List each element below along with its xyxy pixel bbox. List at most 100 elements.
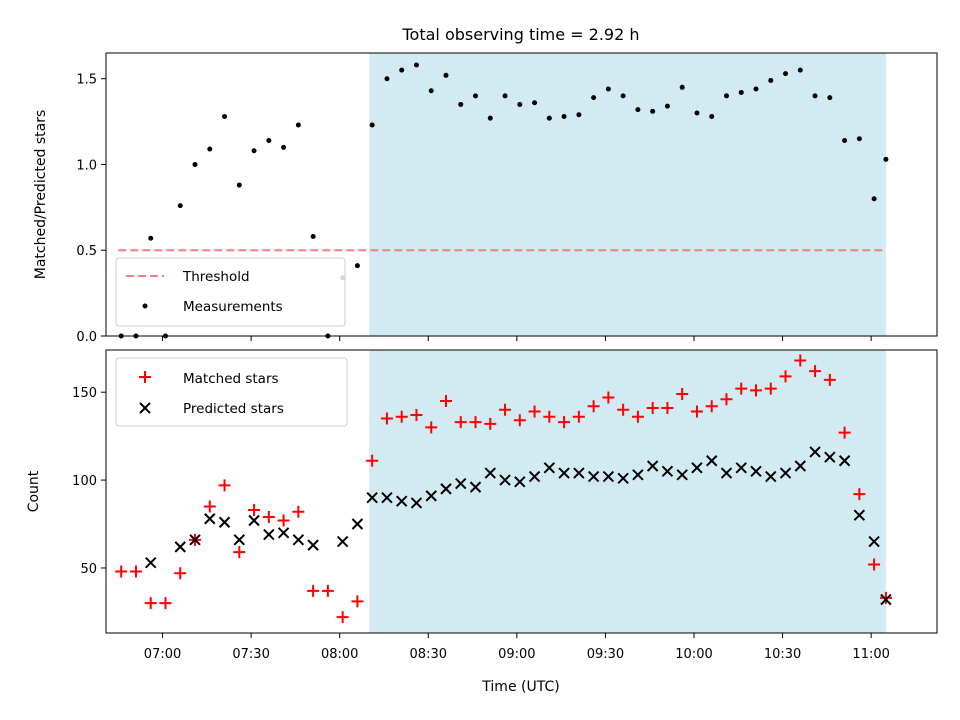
predicted-star-point [233,534,246,546]
measurement-point [694,110,700,116]
matched-star-point [307,584,320,597]
legend-predicted-swatch [139,402,151,414]
matched-star-point [218,479,231,492]
predicted-star-point [661,465,674,477]
measurement-point [148,235,154,241]
predicted-star-point [853,509,866,521]
measurement-point [532,100,538,106]
predicted-star-point [484,467,496,479]
measurement-point [812,93,818,99]
matched-star-point [720,393,733,406]
predicted-star-point [706,455,718,467]
x-tick-label: 11:00 [852,647,889,662]
x-tick-label: 07:00 [144,647,181,662]
ratio-y-tick-label: 0.5 [76,244,97,259]
matched-star-point [750,384,763,397]
matched-star-point [499,403,512,416]
count-y-ticks: 50 100 150 [72,386,106,577]
measurements-points [118,62,889,339]
predicted-star-point [750,465,762,477]
matched-star-point [351,595,364,608]
predicted-star-point [189,534,201,546]
measurement-point [251,148,257,154]
measurement-point [797,67,803,73]
predicted-star-point [558,467,570,479]
matched-star-point [321,584,334,597]
matched-star-point [454,416,467,429]
count-y-tick-label: 50 [80,562,97,577]
predicted-star-point [735,462,747,474]
predicted-star-point [868,535,880,548]
measurement-point [709,113,715,119]
matched-star-point [395,410,408,423]
predicted-star-point [351,518,364,530]
predicted-star-point [794,460,807,472]
measurement-point [192,161,198,167]
predicted-star-point [366,491,378,504]
measurement-point [620,93,626,99]
matched-star-point [705,400,718,413]
ratio-y-tick-label: 0.0 [76,330,97,345]
x-tick-label: 08:30 [410,647,447,662]
matched-star-point [144,597,157,610]
measurement-point [354,263,360,269]
measurement-point [384,76,390,82]
matched-star-point [879,591,892,604]
matched-star-point [676,387,689,400]
measurement-point [738,89,744,95]
measurement-point [517,101,523,107]
predicted-star-point [469,481,482,493]
matched-star-point [292,505,305,518]
predicted-star-point [248,514,260,527]
predicted-star-point [204,513,216,525]
measurement-point [679,84,685,90]
measurement-point [753,86,759,92]
predicted-star-point [779,467,792,479]
measurement-point [310,234,316,240]
matched-star-point [484,417,497,430]
measurement-point [664,103,670,109]
predicted-star-point [425,490,437,502]
measurement-point [502,93,508,99]
matched-star-point [838,426,851,439]
matched-star-point [203,500,216,513]
measurement-point [856,136,862,142]
chart-title: Total observing time = 2.92 h [401,25,639,44]
predicted-star-point [410,497,423,509]
matched-star-point [410,409,423,422]
count-legend: Matched stars Predicted stars [115,357,348,427]
ratio-y-ticks: 0.0 0.5 1.0 1.5 [76,73,106,345]
ratio-legend-box [115,257,346,327]
matched-star-point [764,382,777,395]
measurement-point [458,101,464,107]
measurement-point [546,115,552,121]
predicted-star-point [307,539,319,551]
measurement-point [871,196,877,202]
measurement-point [635,107,641,113]
ratio-plot-frame [105,52,938,337]
matched-star-point [558,416,571,429]
predicted-star-point [676,469,688,481]
measurement-point [281,144,287,150]
matched-star-point [262,510,275,523]
measurement-point [236,182,242,188]
matched-star-point [277,514,290,527]
matched-star-point [159,597,172,610]
measurement-point [295,122,301,128]
count-shaded-region [369,350,886,633]
predicted-star-point [499,474,511,486]
matched-star-point [543,410,556,423]
x-axis-label: Time (UTC) [481,679,559,695]
predicted-star-point [543,462,556,474]
ratio-shaded-region [369,53,886,336]
predicted-star-point [824,451,836,463]
predicted-star-point [145,556,157,569]
matched-star-point [439,394,452,407]
predicted-star-point [218,516,231,528]
matched-star-point [735,382,748,395]
matched-star-point [425,421,438,434]
measurement-point [605,86,611,92]
matched-star-point [380,412,393,425]
matched-star-point [115,565,128,578]
